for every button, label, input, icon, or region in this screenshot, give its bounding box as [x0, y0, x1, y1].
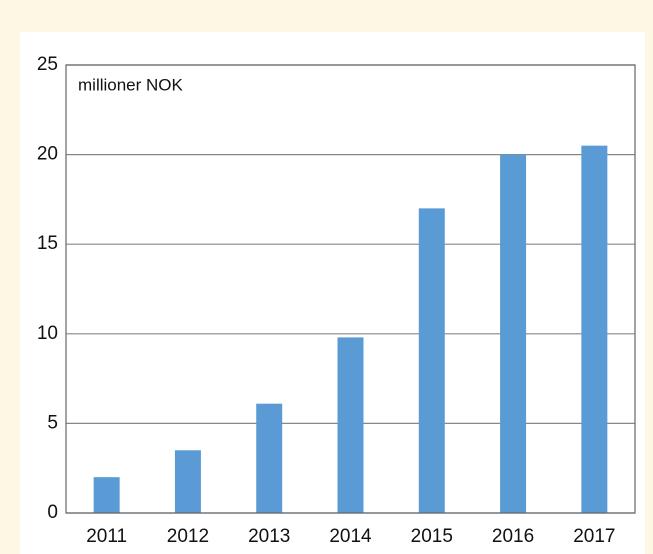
- x-tick-label: 2011: [86, 526, 127, 547]
- bar: [337, 337, 364, 513]
- y-tick-label: 10: [37, 323, 58, 344]
- plot-border: [65, 64, 636, 514]
- x-tick-label: 2015: [411, 526, 453, 547]
- bar: [418, 208, 445, 514]
- x-tick-label: 2017: [573, 526, 615, 547]
- x-tick-label: 2014: [329, 526, 372, 547]
- bar: [256, 403, 283, 513]
- x-tick-label: 2013: [248, 526, 290, 547]
- y-tick-label: 25: [37, 54, 58, 75]
- y-tick-label: 0: [47, 502, 58, 523]
- x-tick-label: 2012: [167, 526, 209, 547]
- x-tick-label: 2016: [492, 526, 534, 547]
- bar: [174, 450, 201, 513]
- y-tick-label: 20: [37, 144, 58, 165]
- y-tick-label: 5: [47, 412, 58, 433]
- bar: [500, 154, 527, 513]
- bar: [93, 477, 120, 513]
- axis-label: millioner NOK: [78, 75, 184, 94]
- panel: [20, 32, 645, 554]
- bar: [581, 145, 608, 513]
- y-tick-label: 15: [37, 233, 58, 254]
